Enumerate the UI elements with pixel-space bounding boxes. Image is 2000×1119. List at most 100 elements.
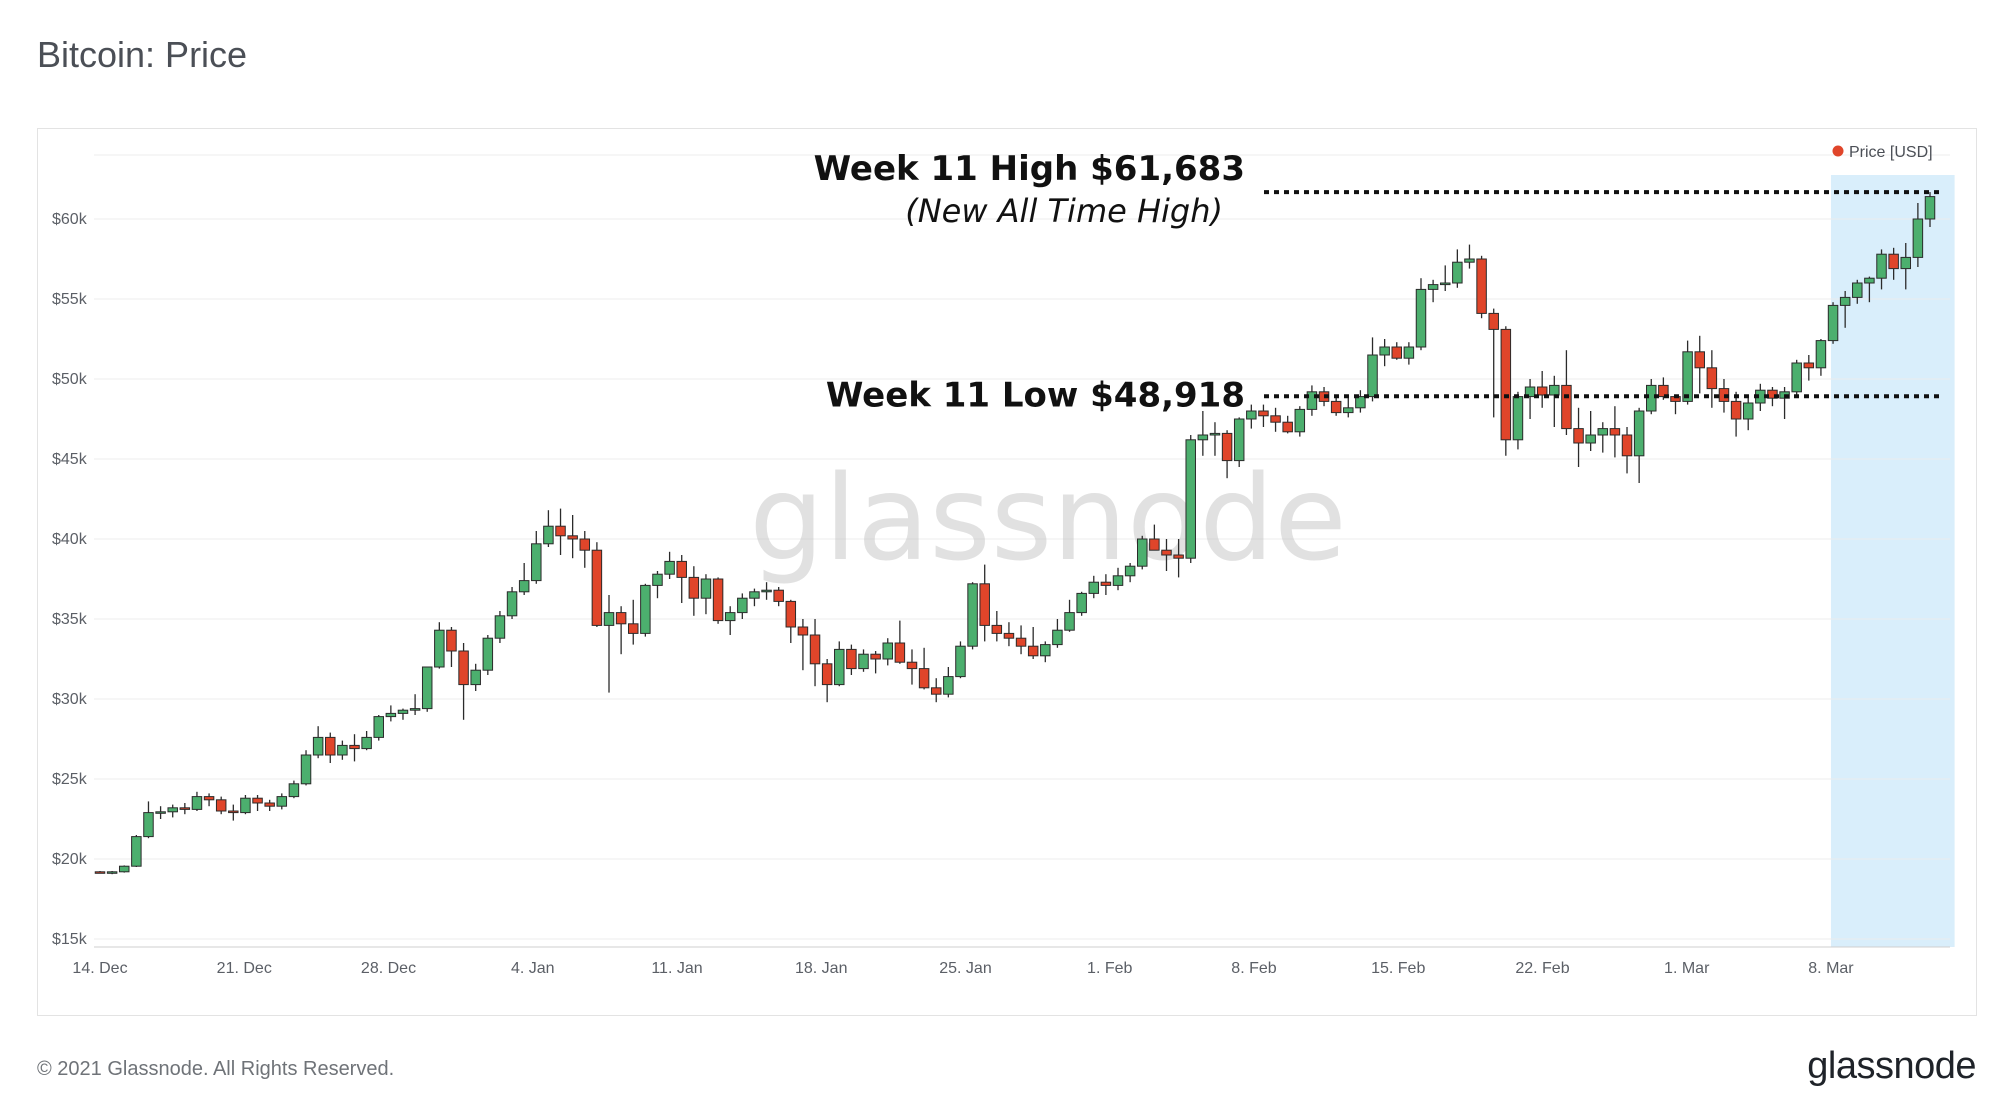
candle-up <box>1209 432 1221 436</box>
candle-up <box>967 583 978 647</box>
candle-up <box>482 637 494 671</box>
candle-down <box>1730 400 1742 420</box>
candle-down <box>252 797 263 804</box>
candle-up <box>652 573 663 586</box>
x-tick-label: 1. Feb <box>1087 960 1132 977</box>
candle-up <box>1439 282 1451 286</box>
y-tick-label: $15k <box>52 931 88 948</box>
x-tick-label: 25. Jan <box>939 960 991 977</box>
candle-down <box>1149 538 1160 551</box>
candle-up <box>1185 439 1196 559</box>
candle-down <box>1658 384 1669 398</box>
candle-down <box>228 810 239 814</box>
x-tick-label: 8. Feb <box>1231 960 1276 977</box>
y-tick-label: $20k <box>52 851 88 868</box>
candle-up <box>1233 418 1245 462</box>
candle-down <box>1609 428 1621 436</box>
candle-up <box>955 645 966 678</box>
candle-up <box>1197 434 1209 441</box>
candle-up <box>724 612 736 622</box>
candle-down <box>1270 415 1281 423</box>
x-tick-label: 22. Feb <box>1515 960 1569 977</box>
footer-logo[interactable]: glassnode <box>1807 1045 1976 1087</box>
candle-up <box>1682 351 1693 402</box>
chart-panel: $15k $20k $25k $30k $35k $40k $45k $50k $55k $60k… <box>37 128 1977 1016</box>
candle-up <box>1464 258 1475 263</box>
candle-up <box>1064 612 1075 631</box>
candle-down <box>821 663 833 686</box>
candle-up <box>1246 410 1257 420</box>
candle-up <box>1052 629 1063 646</box>
candle-down <box>579 538 591 551</box>
candle-up <box>434 629 445 668</box>
candle-up <box>143 812 154 838</box>
candle-up <box>1742 402 1754 420</box>
candle-up <box>700 578 712 599</box>
week-low-label: Week 11 Low $48,918 <box>826 375 1245 415</box>
candle-up <box>1900 256 1912 270</box>
candle-down <box>1330 400 1342 414</box>
candle-down <box>809 634 821 665</box>
candle-down <box>627 623 639 634</box>
candle-down <box>930 687 942 695</box>
candle-down <box>94 871 106 874</box>
candle-up <box>131 836 142 867</box>
candle-down <box>1488 312 1499 330</box>
candle-down <box>349 744 360 750</box>
candle-down <box>846 648 857 670</box>
candle-down <box>712 578 724 622</box>
candle-up <box>1306 391 1318 410</box>
x-tick-label: 28. Dec <box>361 960 416 977</box>
candle-down <box>1221 432 1233 462</box>
candle-up <box>1088 581 1100 594</box>
candle-up <box>1343 407 1354 414</box>
candle-down <box>894 642 906 663</box>
candle-up <box>749 591 760 599</box>
candle-down <box>676 560 687 578</box>
candle-up <box>385 712 397 718</box>
candle-down <box>215 799 227 812</box>
candle-up <box>664 560 675 575</box>
candle-down <box>555 525 566 537</box>
candle-up <box>1524 386 1536 398</box>
candle-down <box>1706 367 1718 390</box>
week-high-label: Week 11 High $61,683 <box>814 149 1245 189</box>
y-tick-label: $45k <box>52 451 88 468</box>
candle-down <box>991 624 1003 634</box>
x-tick-label: 18. Jan <box>795 960 847 977</box>
candle-up <box>240 797 251 814</box>
candle-up <box>640 584 651 634</box>
candle-down <box>1173 554 1184 559</box>
candle-up <box>337 744 348 756</box>
candle-down <box>1027 645 1039 657</box>
candle-up <box>761 589 772 593</box>
candle-up <box>470 669 481 686</box>
candle-up <box>1355 396 1366 409</box>
legend-dot <box>1832 145 1844 157</box>
candle-up <box>300 754 312 785</box>
candle-up <box>603 612 615 626</box>
candle-down <box>1100 581 1112 586</box>
price-chart[interactable]: $15k $20k $25k $30k $35k $40k $45k $50k $55k $60k… <box>38 129 1976 1015</box>
candle-up <box>421 666 433 710</box>
footer-copyright: © 2021 Glassnode. All Rights Reserved. <box>37 1058 395 1080</box>
candle-down <box>325 736 336 756</box>
candle-down <box>1561 384 1572 430</box>
candle-down <box>1282 421 1293 433</box>
page-title: Bitcoin: Price <box>37 34 248 75</box>
candle-up <box>361 736 372 750</box>
candle-up <box>1791 362 1802 393</box>
candle-up <box>1924 196 1936 220</box>
candle-up <box>834 648 845 686</box>
candle-down <box>1536 386 1548 396</box>
candle-up <box>155 811 166 814</box>
x-tick-label: 15. Feb <box>1371 960 1425 977</box>
candle-up <box>312 736 324 756</box>
candle-up <box>1040 644 1051 657</box>
candle-up <box>288 783 300 798</box>
y-tick-label: $50k <box>52 371 88 388</box>
candle-down <box>1767 389 1778 399</box>
candle-up <box>1839 296 1851 306</box>
candle-down <box>179 807 191 810</box>
candle-down <box>797 626 809 636</box>
